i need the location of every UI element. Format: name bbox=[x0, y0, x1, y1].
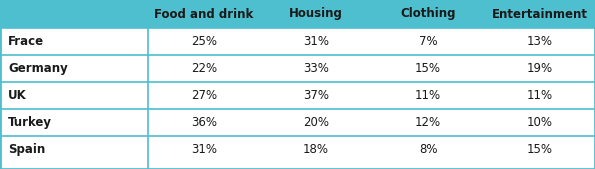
Bar bbox=[0, 0, 595, 28]
Text: 33%: 33% bbox=[303, 62, 329, 75]
Bar bbox=[0, 109, 595, 136]
Text: Clothing: Clothing bbox=[400, 7, 456, 20]
Text: 7%: 7% bbox=[419, 35, 437, 48]
Text: 11%: 11% bbox=[415, 89, 441, 102]
Text: 31%: 31% bbox=[303, 35, 329, 48]
Text: Entertainment: Entertainment bbox=[491, 7, 587, 20]
Bar bbox=[0, 55, 595, 82]
Text: 11%: 11% bbox=[527, 89, 553, 102]
Text: 18%: 18% bbox=[303, 143, 329, 156]
Bar bbox=[0, 82, 595, 109]
Text: 31%: 31% bbox=[191, 143, 217, 156]
Text: 25%: 25% bbox=[191, 35, 217, 48]
Text: UK: UK bbox=[8, 89, 27, 102]
Text: 36%: 36% bbox=[191, 116, 217, 129]
Text: 13%: 13% bbox=[527, 35, 553, 48]
Text: Frace: Frace bbox=[8, 35, 44, 48]
Text: 37%: 37% bbox=[303, 89, 329, 102]
Bar bbox=[0, 28, 595, 55]
Text: 8%: 8% bbox=[419, 143, 437, 156]
Text: Turkey: Turkey bbox=[8, 116, 52, 129]
Text: Spain: Spain bbox=[8, 143, 45, 156]
Text: 15%: 15% bbox=[415, 62, 441, 75]
Text: Germany: Germany bbox=[8, 62, 68, 75]
Text: 22%: 22% bbox=[191, 62, 217, 75]
Bar bbox=[0, 136, 595, 163]
Text: Housing: Housing bbox=[289, 7, 343, 20]
Text: 20%: 20% bbox=[303, 116, 329, 129]
Text: 15%: 15% bbox=[527, 143, 553, 156]
Text: 12%: 12% bbox=[415, 116, 441, 129]
Text: 19%: 19% bbox=[527, 62, 553, 75]
Text: 10%: 10% bbox=[527, 116, 553, 129]
Text: 27%: 27% bbox=[191, 89, 217, 102]
Text: Food and drink: Food and drink bbox=[154, 7, 253, 20]
